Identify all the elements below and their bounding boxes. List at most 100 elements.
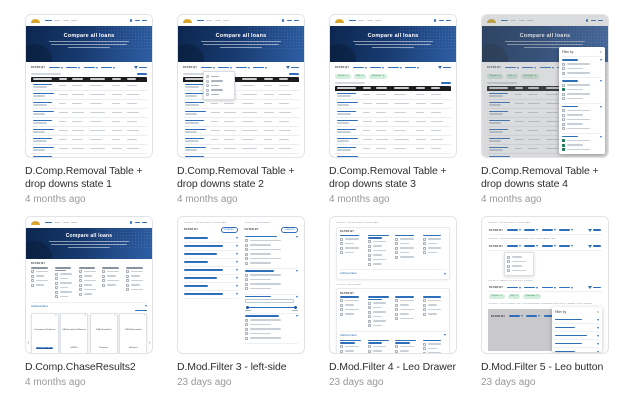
thumbnail-filter5[interactable]: STATE 1 - PAGE LOAD, COLLAPSED FILTER BY… xyxy=(481,216,609,354)
checkbox-row-skeleton xyxy=(367,306,392,309)
filter-dropdown-skeleton xyxy=(559,245,574,247)
checkbox-icon xyxy=(126,279,130,282)
table-row-skeleton xyxy=(335,145,451,154)
checkbox-row-skeleton xyxy=(367,324,392,327)
cell-skeleton xyxy=(90,111,112,114)
cell-skeleton xyxy=(58,156,72,157)
checkbox-row-skeleton xyxy=(78,283,100,287)
cell-skeleton xyxy=(416,102,431,105)
checkbox-row-skeleton xyxy=(395,349,419,353)
checkbox-icon xyxy=(367,349,371,353)
remove-card-icon: ✕ xyxy=(143,314,146,317)
group-header-skeleton xyxy=(244,270,298,272)
checkbox-row-skeleton xyxy=(562,143,602,147)
checkbox-row-skeleton xyxy=(422,299,447,302)
checkbox-icon xyxy=(54,277,58,280)
filter-by-label: FILTER BY xyxy=(491,314,506,318)
cell-skeleton xyxy=(72,129,90,132)
mock-filter-bar: FILTER BY xyxy=(330,62,456,72)
thumbnail-compare-state4[interactable]: Compare all loans FILTER BY 15 year ✕ 20%… xyxy=(481,14,609,158)
group-header-skeleton xyxy=(562,59,602,61)
checkbox-icon xyxy=(367,310,371,314)
prototype-gallery: Compare all loans FILTER BY xyxy=(25,14,613,389)
table-row-skeleton xyxy=(183,82,299,91)
filter-dropdown-skeleton xyxy=(218,66,233,69)
radio-icon xyxy=(206,75,209,78)
thumbnail-chaseresults2[interactable]: Compare all loans FILTER BY xyxy=(25,216,153,354)
cell-skeleton xyxy=(362,138,376,141)
checkbox-icon xyxy=(244,287,248,290)
checkbox-icon xyxy=(244,327,248,331)
cell-skeleton xyxy=(528,138,546,141)
mock-site-header xyxy=(482,15,608,26)
checkbox-icon xyxy=(126,283,130,287)
card-title[interactable]: D.Mod.Filter 4 - Leo Drawer xyxy=(329,361,456,373)
gallery-card-chaseresults2[interactable]: Compare all loans FILTER BY xyxy=(25,216,157,389)
loan-name-cell xyxy=(337,110,363,115)
checkbox-row-skeleton xyxy=(31,270,52,273)
card-title[interactable]: D.Comp.Removal Table + drop downs state … xyxy=(329,165,447,190)
column-header-skeleton xyxy=(514,87,523,89)
cell-skeleton xyxy=(90,120,112,123)
card-title[interactable]: D.Comp.Removal Table + drop downs state … xyxy=(25,165,143,190)
table-row-skeleton xyxy=(183,145,299,154)
hero-subtext-skeleton xyxy=(504,40,586,42)
filter-drawer: Filter by ✕ xyxy=(551,307,602,352)
gallery-card-state3[interactable]: Compare all loans FILTER BY 15 year ✕ 20%… xyxy=(329,14,461,206)
nav-link-skeleton xyxy=(71,19,77,22)
group-header-skeleton xyxy=(562,105,602,108)
filter-chip: Purchase ✕ xyxy=(523,294,541,299)
checkbox-row-skeleton xyxy=(244,327,299,331)
header-link-skeleton xyxy=(598,19,603,22)
cell-skeleton xyxy=(528,120,546,123)
filter-dropdown-skeleton xyxy=(559,286,574,289)
filter-groups-row xyxy=(340,296,446,329)
thumbnail-compare-state3[interactable]: Compare all loans FILTER BY 15 year ✕ 20%… xyxy=(329,14,457,158)
radio-icon xyxy=(206,84,209,87)
thumbnail-compare-state2[interactable]: Compare all loans FILTER BY xyxy=(177,14,305,158)
results-count-skeleton xyxy=(183,73,213,75)
column-header-skeleton xyxy=(90,78,106,80)
thumbnail-filter4[interactable]: STATE 1 - PAGE LOAD, COLLAPSED FILTER BY xyxy=(329,216,457,354)
gallery-card-filter3[interactable]: STATE 1 - PAGE LOAD, COLLAPSED FILTER BY… xyxy=(177,216,309,389)
checkbox-icon xyxy=(367,319,371,323)
cell-skeleton xyxy=(112,102,127,105)
loan-name-cell xyxy=(337,137,363,142)
drawer-category-row xyxy=(554,316,599,324)
checkbox-icon xyxy=(244,248,248,251)
card-title[interactable]: D.Mod.Filter 5 - Leo button xyxy=(481,361,604,373)
card-title[interactable]: D.Comp.ChaseResults2 xyxy=(25,361,136,373)
thumbnail-filter3[interactable]: STATE 1 - PAGE LOAD, COLLAPSED FILTER BY… xyxy=(177,216,305,354)
checkbox-icon xyxy=(244,332,248,335)
drawer-title: Filter by xyxy=(554,310,567,314)
additional-filters-link: Additional filters xyxy=(340,333,357,337)
gallery-card-filter4[interactable]: STATE 1 - PAGE LOAD, COLLAPSED FILTER BY xyxy=(329,216,461,389)
site-logo-icon xyxy=(183,18,192,23)
card-title[interactable]: D.Mod.Filter 3 - left-side xyxy=(177,361,287,373)
checkbox-icon xyxy=(244,243,248,247)
hero-title: Compare all loans xyxy=(65,233,113,239)
additional-filters-row: Additional filters xyxy=(31,301,147,309)
checkbox-row-skeleton xyxy=(340,251,364,254)
cell-skeleton xyxy=(112,93,127,96)
question-header-skeleton xyxy=(395,339,419,344)
gallery-card-state4[interactable]: Compare all loans FILTER BY 15 year ✕ 20%… xyxy=(481,14,613,206)
cell-skeleton xyxy=(362,129,376,132)
filter-groups-row xyxy=(340,234,446,268)
checkbox-icon xyxy=(367,249,371,252)
filter-dropdown-skeleton xyxy=(541,286,556,289)
filter-category-row xyxy=(184,291,238,299)
gallery-card-state2[interactable]: Compare all loans FILTER BY xyxy=(177,14,309,206)
thumbnail-compare-state1[interactable]: Compare all loans FILTER BY xyxy=(25,14,153,158)
gallery-card-state1[interactable]: Compare all loans FILTER BY xyxy=(25,14,157,206)
nav-link-skeleton xyxy=(54,221,60,224)
card-title[interactable]: D.Comp.Removal Table + drop downs state … xyxy=(177,165,295,190)
checkbox-row-skeleton xyxy=(562,97,602,100)
filter4-states: STATE 1 - PAGE LOAD, COLLAPSED FILTER BY xyxy=(330,217,456,353)
gallery-card-filter5[interactable]: STATE 1 - PAGE LOAD, COLLAPSED FILTER BY… xyxy=(481,216,613,389)
card-title[interactable]: D.Comp.Removal Table + drop downs state … xyxy=(481,165,599,190)
checkbox-row-skeleton xyxy=(395,251,419,254)
checkbox-row-skeleton xyxy=(244,261,299,265)
checkbox-icon xyxy=(340,303,343,307)
filter-group-column xyxy=(395,296,419,329)
